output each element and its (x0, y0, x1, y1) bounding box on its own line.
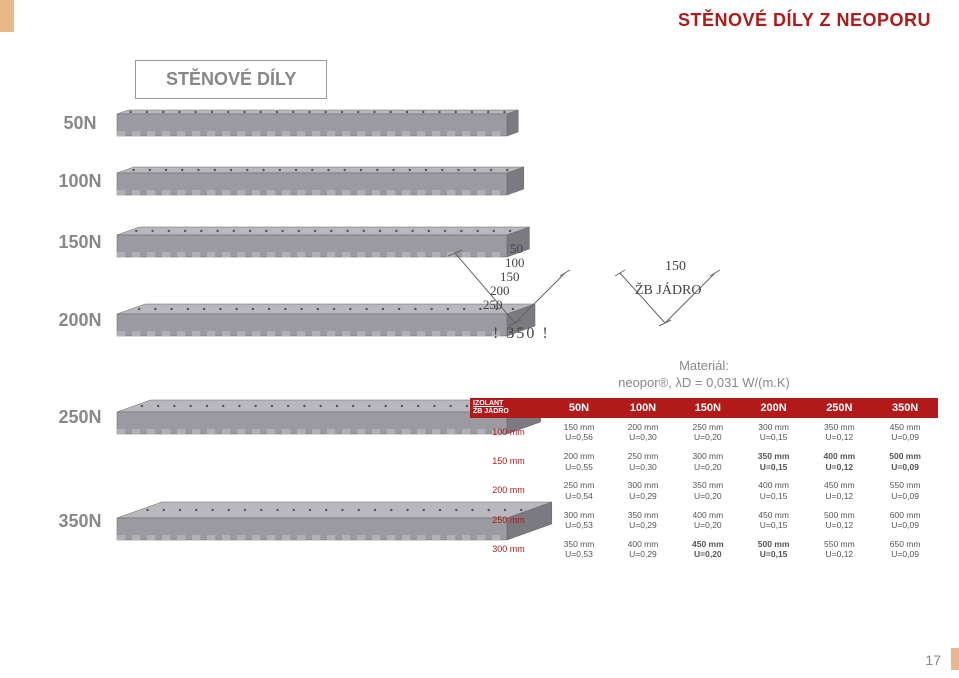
dim-right-top: 150 (665, 259, 686, 275)
table-cell: 300 mmU=0,20 (675, 447, 741, 476)
section-subtitle: STĚNOVÉ DÍLY (135, 60, 327, 99)
block-row-label: 50N (45, 113, 115, 134)
table-cell: 450 mmU=0,20 (675, 535, 741, 564)
table-row-header: 300 mm (470, 535, 547, 564)
left-accent-stripe (0, 0, 14, 32)
block-illustration (115, 108, 520, 138)
dim-label: 250 (483, 297, 503, 313)
table-col-header: 150N (675, 398, 741, 418)
table-cell: 250 mmU=0,30 (611, 447, 675, 476)
block-row: 100N (45, 165, 526, 197)
table-cell: 400 mmU=0,15 (741, 476, 807, 505)
table-cell: 300 mmU=0,53 (547, 506, 611, 535)
table-row: 300 mm350 mmU=0,53400 mmU=0,29450 mmU=0,… (470, 535, 938, 564)
table-header-row: IZOLANTŽB JÁDRO50N100N150N200N250N350N (470, 398, 938, 418)
table-cell: 350 mmU=0,29 (611, 506, 675, 535)
table-row-header: 250 mm (470, 506, 547, 535)
table-cell: 400 mmU=0,29 (611, 535, 675, 564)
table-corner-cell: IZOLANTŽB JÁDRO (470, 398, 547, 418)
table-cell: 350 mmU=0,15 (741, 447, 807, 476)
block-row: 250N (45, 398, 543, 436)
table-col-header: 100N (611, 398, 675, 418)
table-cell: 350 mmU=0,53 (547, 535, 611, 564)
caption-bottom: neopor®, λD = 0,031 W/(m.K) (618, 375, 790, 390)
page-number: 17 (925, 652, 941, 668)
table-row: 100 mm150 mmU=0,56200 mmU=0,30250 mmU=0,… (470, 418, 938, 447)
table-cell: 500 mmU=0,15 (741, 535, 807, 564)
table-cell: 250 mmU=0,20 (675, 418, 741, 447)
table-cell: 450 mmU=0,09 (872, 418, 938, 447)
block-row-label: 150N (45, 232, 115, 253)
dimension-sketch: 50 100 150 200 250 ! 350 ! 150 ŽB JÁDRO (415, 243, 765, 358)
table-col-header: 200N (741, 398, 807, 418)
caption-top: Materiál: (679, 358, 729, 373)
table-cell: 550 mmU=0,12 (806, 535, 872, 564)
block-illustration (115, 165, 526, 197)
page-number-accent (951, 648, 959, 670)
dim-right-bottom: ŽB JÁDRO (635, 283, 702, 299)
table-caption: Materiál: neopor®, λD = 0,031 W/(m.K) (470, 358, 938, 392)
table-cell: 200 mmU=0,30 (611, 418, 675, 447)
table-row: 200 mm250 mmU=0,54300 mmU=0,29350 mmU=0,… (470, 476, 938, 505)
table-row-header: 200 mm (470, 476, 547, 505)
table-cell: 400 mmU=0,12 (806, 447, 872, 476)
table-cell: 400 mmU=0,20 (675, 506, 741, 535)
table-row: 250 mm300 mmU=0,53350 mmU=0,29400 mmU=0,… (470, 506, 938, 535)
block-row-label: 350N (45, 511, 115, 532)
table-cell: 350 mmU=0,20 (675, 476, 741, 505)
table-row-header: 150 mm (470, 447, 547, 476)
table-cell: 200 mmU=0,55 (547, 447, 611, 476)
table-row: 150 mm200 mmU=0,55250 mmU=0,30300 mmU=0,… (470, 447, 938, 476)
spec-table-wrap: Materiál: neopor®, λD = 0,031 W/(m.K) IZ… (470, 358, 938, 564)
table-cell: 450 mmU=0,12 (806, 476, 872, 505)
table-cell: 350 mmU=0,12 (806, 418, 872, 447)
table-cell: 250 mmU=0,54 (547, 476, 611, 505)
table-col-header: 350N (872, 398, 938, 418)
block-row: 50N (45, 108, 520, 138)
table-cell: 150 mmU=0,56 (547, 418, 611, 447)
table-row-header: 100 mm (470, 418, 547, 447)
block-row-label: 200N (45, 310, 115, 331)
block-row-label: 100N (45, 171, 115, 192)
table-cell: 500 mmU=0,12 (806, 506, 872, 535)
page-title: STĚNOVÉ DÍLY Z NEOPORU (678, 10, 931, 31)
table-cell: 300 mmU=0,29 (611, 476, 675, 505)
table-cell: 300 mmU=0,15 (741, 418, 807, 447)
block-row-label: 250N (45, 407, 115, 428)
table-col-header: 250N (806, 398, 872, 418)
table-cell: 550 mmU=0,09 (872, 476, 938, 505)
table-cell: 600 mmU=0,09 (872, 506, 938, 535)
table-body: 100 mm150 mmU=0,56200 mmU=0,30250 mmU=0,… (470, 418, 938, 564)
spec-table: IZOLANTŽB JÁDRO50N100N150N200N250N350N 1… (470, 398, 938, 564)
table-col-header: 50N (547, 398, 611, 418)
table-cell: 450 mmU=0,15 (741, 506, 807, 535)
table-cell: 650 mmU=0,09 (872, 535, 938, 564)
table-cell: 500 mmU=0,09 (872, 447, 938, 476)
dim-label-bottom: ! 350 ! (493, 325, 550, 343)
